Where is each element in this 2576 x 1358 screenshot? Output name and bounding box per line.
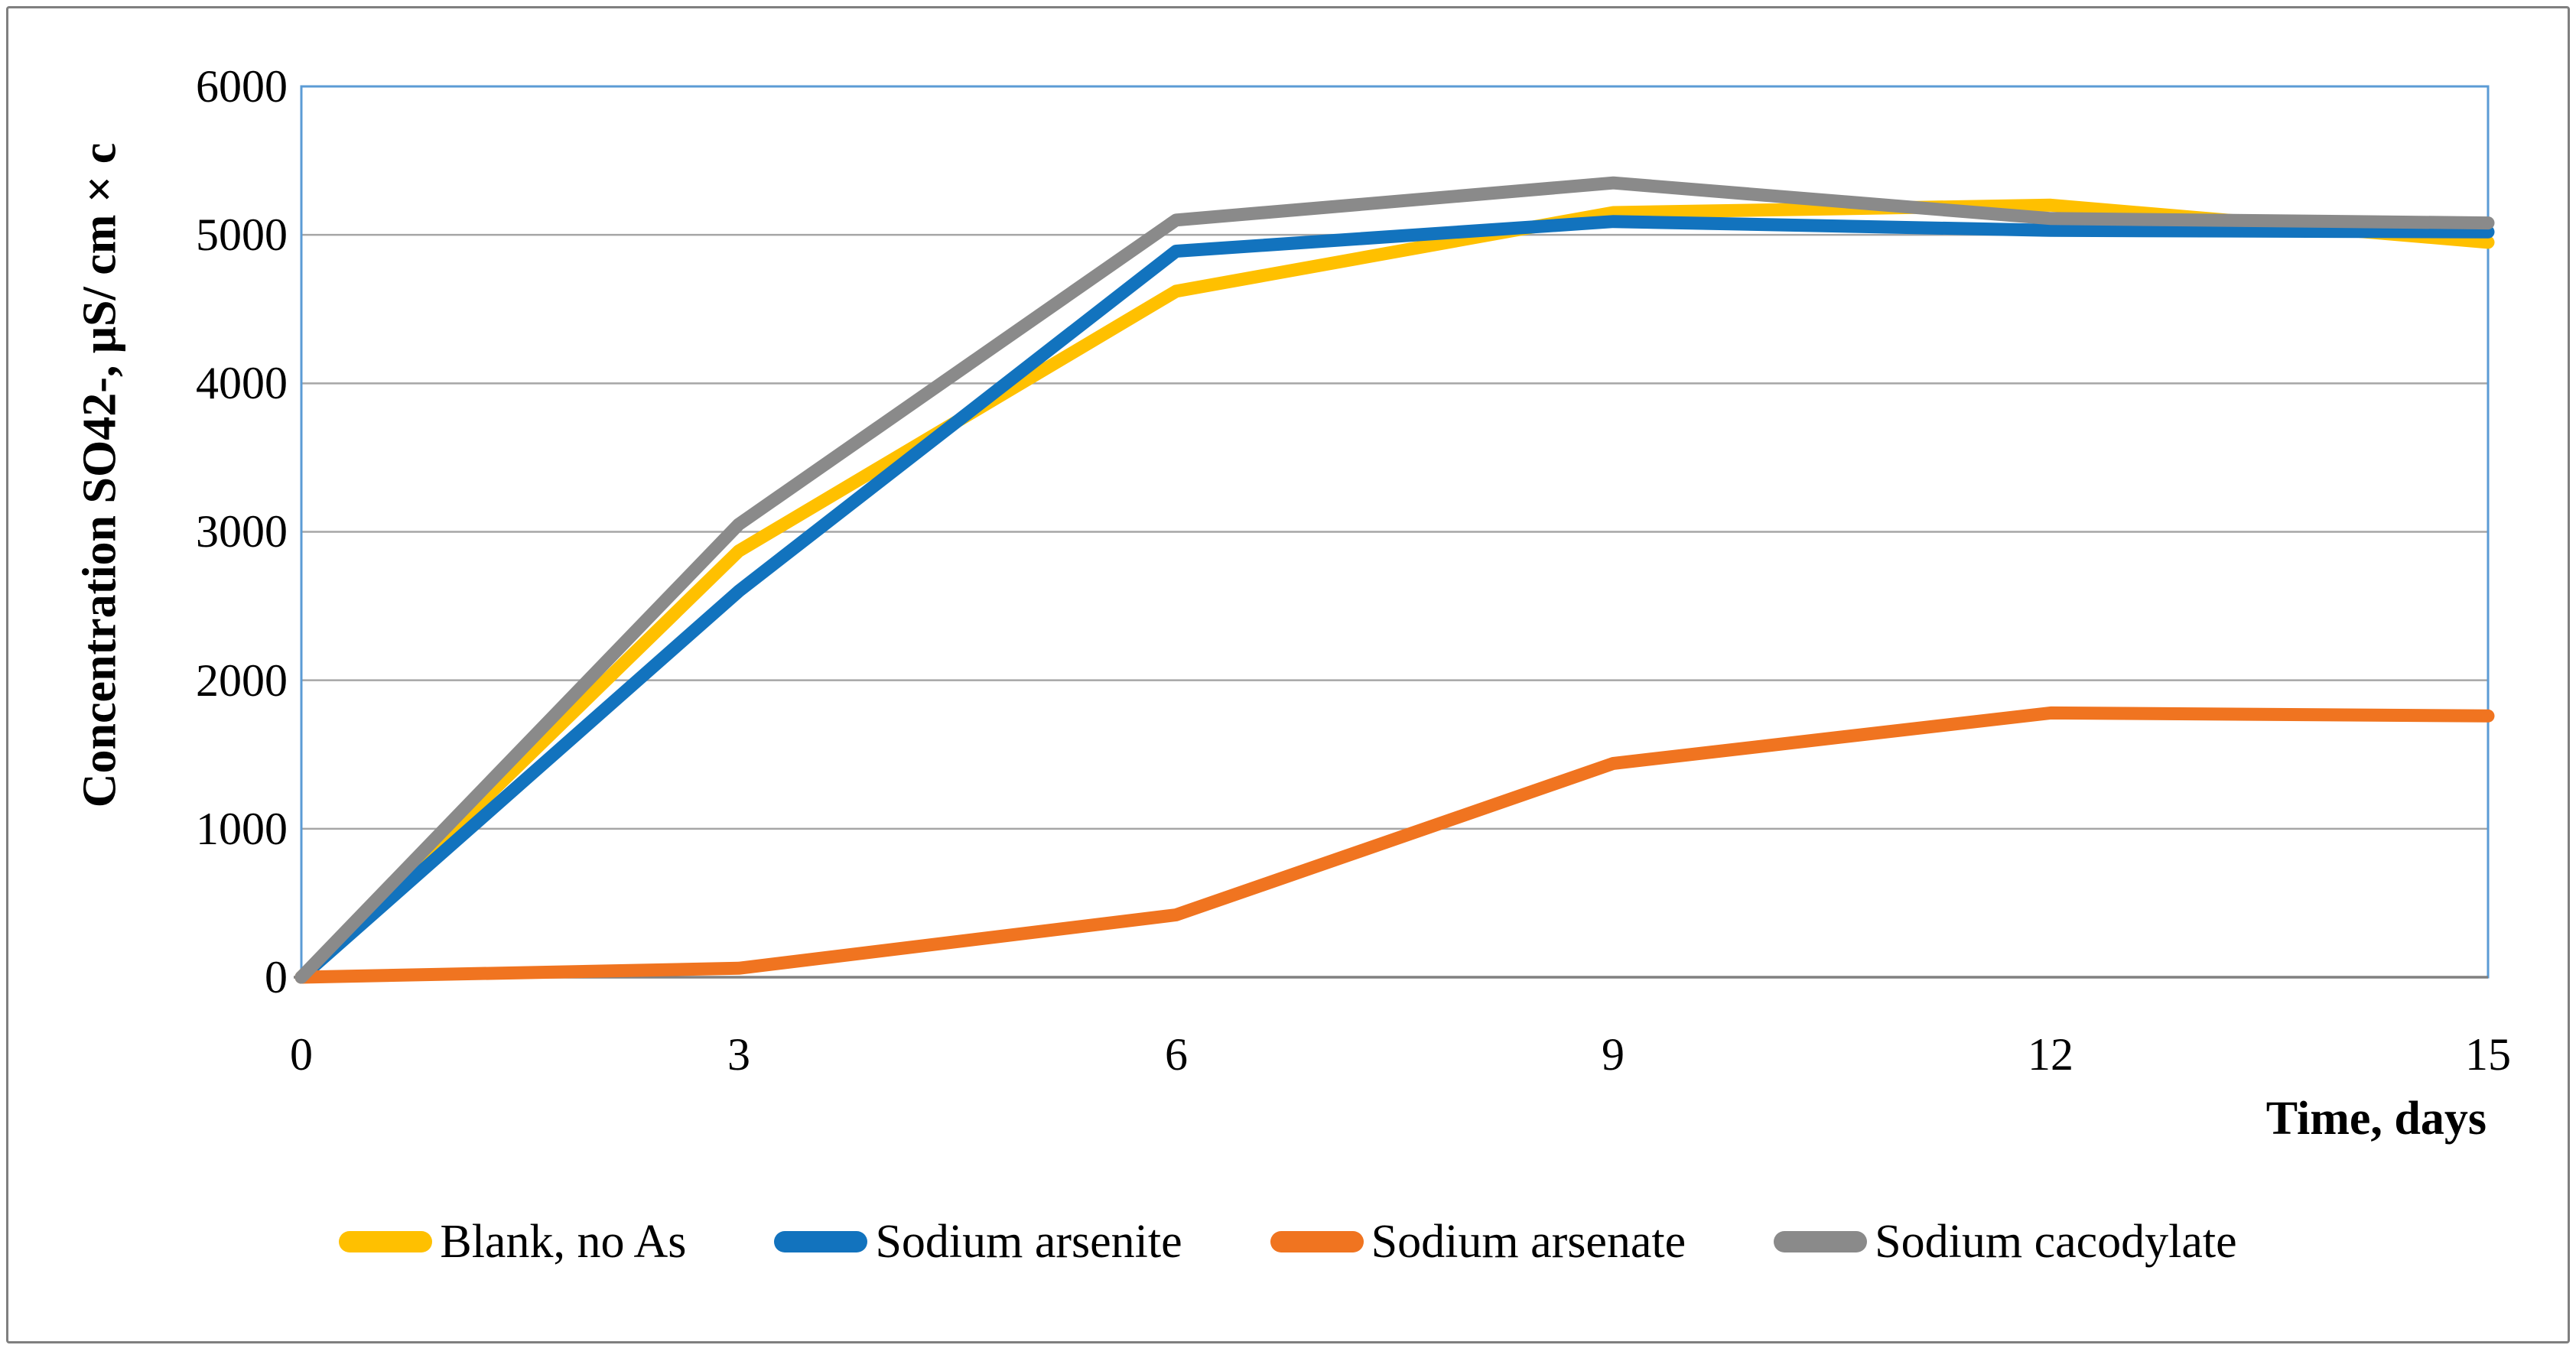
legend-item-blank: Blank, no As — [339, 1217, 686, 1267]
legend-line-swatch-yellow — [339, 1231, 433, 1252]
figure-frame: Concentration SO42-, μS/ cm × c 6000 500… — [6, 6, 2570, 1343]
legend-label: Sodium arsenite — [875, 1216, 1182, 1268]
legend-line-swatch-blue — [774, 1231, 868, 1252]
x-tick-label-9: 9 — [1602, 1029, 1625, 1080]
x-tick-label-15: 15 — [2465, 1029, 2511, 1080]
legend: Blank, no As Sodium arsenite Sodium arse… — [8, 1217, 2568, 1267]
y-tick-label-1000: 1000 — [196, 804, 288, 854]
legend-line-swatch-gray — [1774, 1231, 1868, 1252]
y-axis-title-container: Concentration SO42-, μS/ cm × c — [50, 8, 150, 941]
legend-label: Blank, no As — [440, 1216, 687, 1268]
x-tick-label-0: 0 — [290, 1029, 313, 1080]
legend-line-swatch-orange — [1270, 1231, 1364, 1252]
y-tick-label-4000: 4000 — [196, 358, 288, 408]
y-tick-label-0: 0 — [265, 952, 288, 1002]
x-tick-label-3: 3 — [727, 1029, 750, 1080]
x-axis-title: Time, days — [2265, 1093, 2487, 1145]
legend-label: Sodium cacodylate — [1875, 1216, 2237, 1268]
y-tick-label-3000: 3000 — [196, 506, 288, 557]
y-tick-label-2000: 2000 — [196, 655, 288, 706]
x-tick-label-6: 6 — [1165, 1029, 1188, 1080]
y-tick-label-6000: 6000 — [196, 61, 288, 112]
legend-label: Sodium arsenate — [1371, 1216, 1686, 1268]
legend-item-sodium-arsenite: Sodium arsenite — [774, 1217, 1182, 1267]
x-tick-label-12: 12 — [2028, 1029, 2073, 1080]
legend-item-sodium-cacodylate: Sodium cacodylate — [1774, 1216, 2237, 1268]
line-chart — [294, 85, 2495, 984]
legend-item-sodium-arsenate: Sodium arsenate — [1270, 1217, 1686, 1267]
y-tick-label-5000: 5000 — [196, 210, 288, 260]
